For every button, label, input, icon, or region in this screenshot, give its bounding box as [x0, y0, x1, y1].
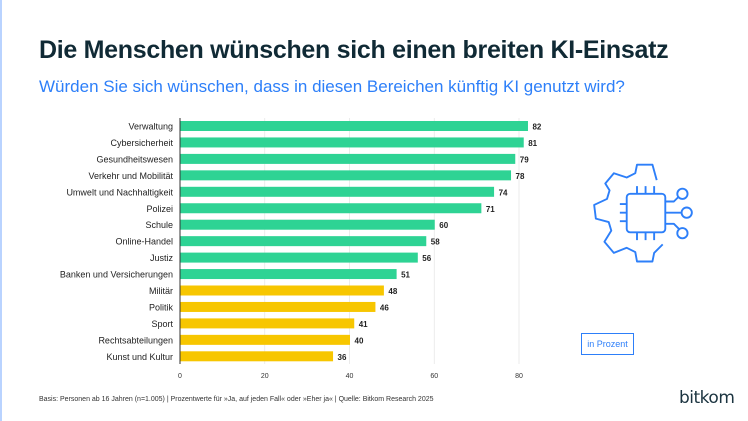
- x-tick-label: 60: [430, 373, 438, 380]
- bar: [180, 186, 495, 197]
- data-label: 46: [380, 303, 389, 312]
- data-label: 81: [528, 139, 537, 148]
- category-label: Polizei: [146, 204, 173, 214]
- category-label: Kunst und Kultur: [106, 352, 173, 362]
- bar: [180, 351, 334, 362]
- category-label: Rechtsabteilungen: [98, 335, 173, 345]
- data-label: 58: [431, 238, 440, 247]
- bar: [180, 269, 397, 280]
- category-label: Cybersicherheit: [110, 138, 173, 148]
- page-title: Die Menschen wünschen sich einen breiten…: [39, 36, 669, 64]
- category-label: Banken und Versicherungen: [60, 270, 173, 280]
- data-label: 78: [516, 172, 525, 181]
- x-tick-label: 20: [261, 373, 269, 380]
- category-label: Online-Handel: [115, 237, 173, 247]
- category-label: Justiz: [150, 253, 174, 263]
- bar: [180, 301, 376, 312]
- bar: [180, 334, 350, 345]
- bar: [180, 153, 516, 164]
- category-label: Sport: [151, 319, 173, 329]
- data-label: 48: [388, 287, 397, 296]
- data-label: 71: [486, 205, 495, 214]
- category-label: Umwelt und Nachhaltigkeit: [66, 187, 173, 197]
- category-label: Verkehr und Mobilität: [88, 171, 173, 181]
- bar: [180, 252, 418, 263]
- page-subtitle: Würden Sie sich wünschen, dass in diesen…: [39, 77, 625, 96]
- data-label: 79: [520, 155, 529, 164]
- bar: [180, 285, 384, 296]
- bar: [180, 318, 355, 329]
- bar: [180, 203, 482, 214]
- source-footnote: Basis: Personen ab 16 Jahren (n=1.005) |…: [39, 396, 434, 403]
- x-tick-label: 80: [515, 373, 523, 380]
- bar: [180, 121, 528, 131]
- bar: [180, 137, 524, 148]
- data-label: 60: [439, 221, 448, 230]
- data-label: 41: [359, 320, 368, 329]
- data-label: 56: [422, 254, 431, 263]
- data-label: 82: [532, 123, 541, 132]
- data-label: 40: [355, 336, 364, 345]
- category-label: Politik: [149, 302, 174, 312]
- bar: [180, 170, 512, 181]
- category-label: Gesundheitswesen: [96, 154, 173, 164]
- data-label: 51: [401, 271, 410, 280]
- category-label: Schule: [145, 220, 173, 230]
- bitkom-logo: bitkom: [679, 388, 735, 408]
- data-label: 74: [499, 188, 508, 197]
- bar: [180, 219, 435, 230]
- category-label: Militär: [149, 286, 173, 296]
- x-tick-label: 0: [178, 373, 182, 380]
- data-label: 36: [338, 353, 347, 362]
- unit-label: in Prozent: [581, 333, 634, 355]
- bar: [180, 236, 427, 247]
- chip-gear-icon: [593, 163, 693, 263]
- x-tick-label: 40: [346, 373, 354, 380]
- category-label: Verwaltung: [128, 122, 173, 132]
